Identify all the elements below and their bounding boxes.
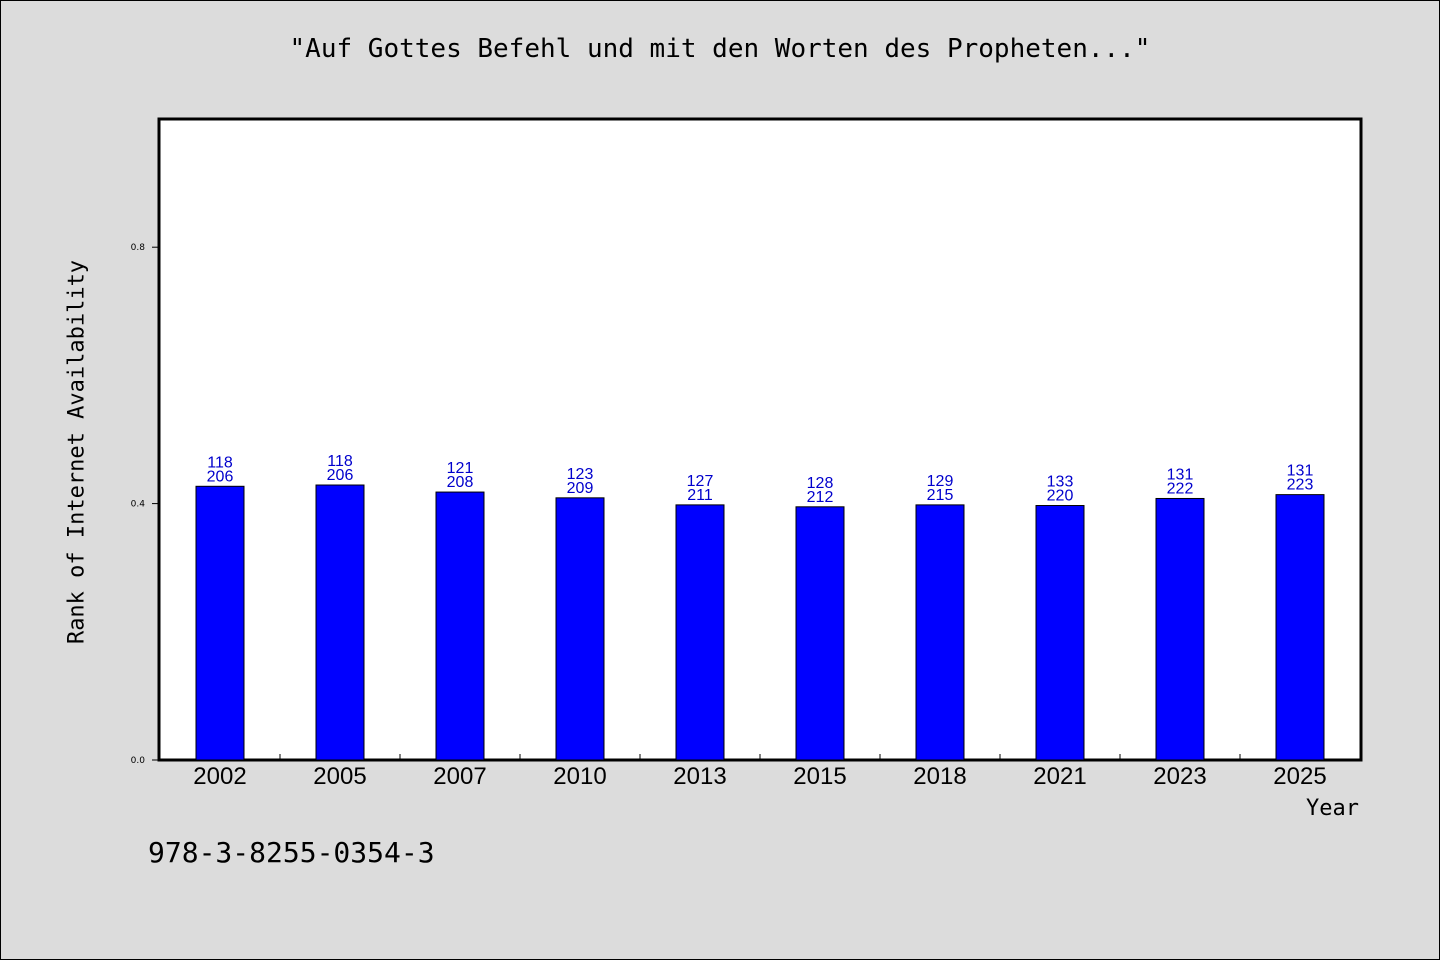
- bar-label-top: 118: [327, 453, 353, 470]
- bar-label-bottom: 215: [927, 487, 954, 504]
- bar: [1035, 505, 1085, 761]
- bar-label-bottom: 206: [327, 467, 354, 484]
- y-tick-label: 0.8: [131, 243, 146, 253]
- bar-label-bottom: 208: [447, 474, 474, 491]
- bar: [435, 491, 485, 761]
- bar-label-top: 127: [687, 473, 714, 490]
- bars: [195, 484, 1325, 761]
- x-tick-label: 2007: [433, 763, 486, 790]
- bar-label-top: 118: [207, 454, 233, 471]
- x-tick-label: 2025: [1273, 763, 1326, 790]
- bar-label-bottom: 209: [567, 480, 594, 497]
- x-tick-label: 2015: [793, 763, 846, 790]
- bar-label-top: 123: [567, 466, 594, 483]
- x-tick-label: 2023: [1153, 763, 1206, 790]
- bar-label-bottom: 222: [1167, 480, 1194, 497]
- bar-label-bottom: 223: [1287, 477, 1314, 494]
- x-tick-label: 2021: [1033, 763, 1086, 790]
- bar-label-top: 131: [1167, 466, 1194, 483]
- y-tick-label: 0.4: [131, 500, 146, 510]
- bar-label-top: 129: [927, 473, 954, 490]
- bar-label-top: 121: [447, 460, 474, 477]
- category-labels: 2002 2005 2007 2010 2013 2015 2018 2021 2023 2025: [193, 763, 1326, 790]
- bar: [1155, 497, 1205, 761]
- bar-label-top: 128: [807, 475, 834, 492]
- y-ticks: 0.0 0.4 0.8: [131, 243, 159, 766]
- x-tick-label: 2018: [913, 763, 966, 790]
- x-axis-label: Year: [1306, 796, 1359, 821]
- x-tick-label: 2005: [313, 763, 366, 790]
- isbn-text: 978-3-8255-0354-3: [148, 836, 435, 869]
- x-ticks: [279, 754, 1241, 760]
- bar-label-bottom: 220: [1047, 488, 1074, 505]
- y-tick-label: 0.0: [131, 756, 146, 766]
- bar-label-top: 133: [1047, 474, 1074, 491]
- bar: [795, 506, 845, 761]
- bar: [1275, 494, 1325, 761]
- bar-label-bottom: 212: [807, 489, 834, 506]
- chart-title: "Auf Gottes Befehl und mit den Worten de…: [289, 34, 1151, 64]
- x-tick-label: 2002: [193, 763, 246, 790]
- bar: [915, 504, 965, 761]
- bar: [555, 497, 605, 761]
- x-tick-label: 2010: [553, 763, 606, 790]
- bar: [315, 484, 365, 761]
- bar-label-bottom: 211: [687, 487, 713, 504]
- bar-label-top: 131: [1287, 463, 1314, 480]
- bar: [195, 485, 245, 761]
- x-tick-label: 2013: [673, 763, 726, 790]
- bar: [675, 504, 725, 761]
- bar-label-bottom: 206: [207, 468, 234, 485]
